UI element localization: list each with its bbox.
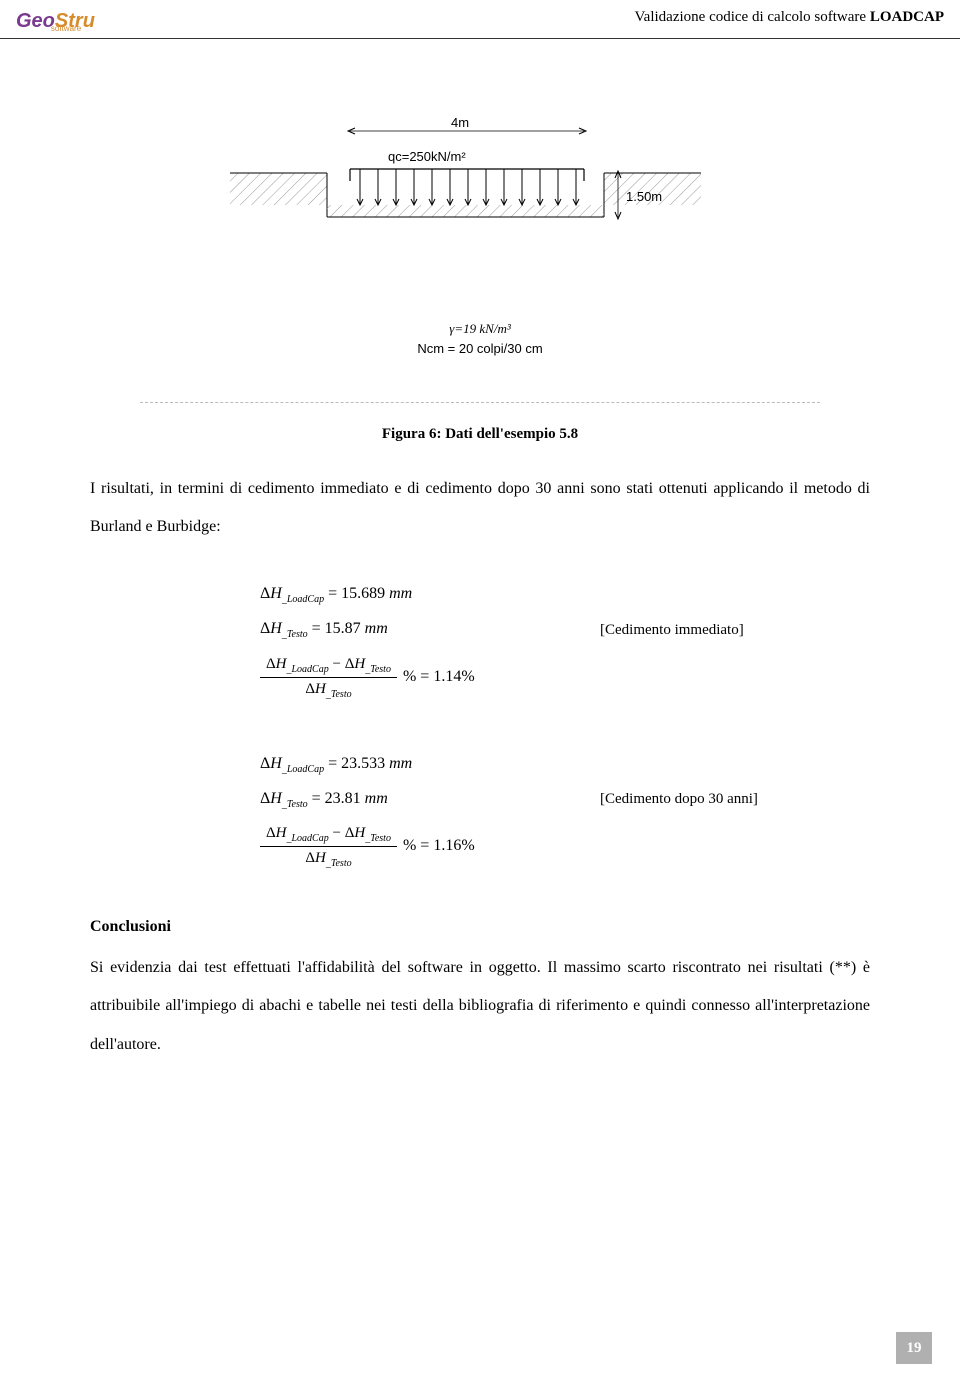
diagram-qc-label: qc=250kN/m² — [388, 149, 466, 164]
logo-subtitle: software — [51, 23, 81, 35]
soil-parameters: γ=19 kN/m³ Ncm = 20 colpi/30 cm — [90, 319, 870, 358]
eq-dh-testo-2: ΔH_Testo = 23.81 mm — [260, 787, 580, 812]
page-header: GeoStru software Validazione codice di c… — [0, 0, 960, 39]
page-number: 19 — [896, 1332, 932, 1364]
logo-text-geo: Geo — [16, 10, 55, 32]
divider-dashed — [140, 402, 820, 403]
logo: GeoStru software — [16, 6, 81, 36]
eq-note-30years: [Cedimento dopo 30 anni] — [600, 788, 758, 811]
eq-fraction-1: ΔH_LoadCap − ΔH_Testo ΔH_Testo % = 1.14% — [260, 653, 580, 702]
eq-dh-loadcap-1: ΔH_LoadCap = 15.689 mm — [260, 582, 580, 607]
gamma-label: γ=19 kN/m³ — [449, 321, 510, 336]
eq-dh-loadcap-2: ΔH_LoadCap = 23.533 mm — [260, 752, 580, 777]
conclusion-heading: Conclusioni — [90, 915, 870, 939]
equation-block-30years: ΔH_LoadCap = 23.533 mm ΔH_Testo = 23.81 … — [260, 752, 870, 871]
eq-fraction-2: ΔH_LoadCap − ΔH_Testo ΔH_Testo % = 1.16% — [260, 822, 580, 871]
header-title: Validazione codice di calcolo software L… — [635, 6, 944, 29]
equation-block-immediate: ΔH_LoadCap = 15.689 mm ΔH_Testo = 15.87 … — [260, 582, 870, 701]
header-title-bold: LOADCAP — [870, 9, 944, 25]
eq-dh-testo-1: ΔH_Testo = 15.87 mm — [260, 617, 580, 642]
ncm-label: Ncm = 20 colpi/30 cm — [90, 339, 870, 359]
diagram-depth-label: 1.50m — [626, 189, 662, 204]
figure-caption: Figura 6: Dati dell'esempio 5.8 — [90, 423, 870, 446]
eq-note-immediate: [Cedimento immediato] — [600, 619, 744, 642]
diagram: 4m qc=250kN/m² 1.50m — [90, 109, 870, 279]
conclusion-text: Si evidenzia dai test effettuati l'affid… — [90, 949, 870, 1064]
diagram-width-label: 4m — [451, 115, 469, 130]
intro-paragraph: I risultati, in termini di cedimento imm… — [90, 470, 870, 547]
header-title-plain: Validazione codice di calcolo software — [635, 9, 870, 25]
foundation-diagram-svg: 4m qc=250kN/m² 1.50m — [200, 109, 760, 279]
